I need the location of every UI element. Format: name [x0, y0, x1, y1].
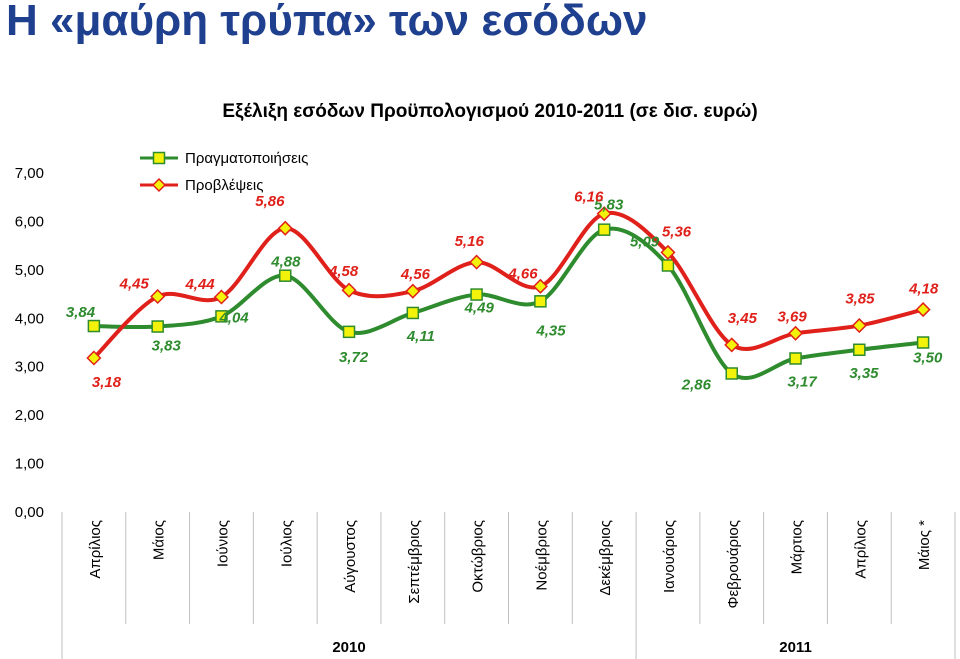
marker-square: [342, 325, 356, 339]
marker-diamond: [341, 282, 357, 298]
y-tick-label: 5,00: [15, 262, 44, 279]
marker-diamond: [851, 317, 867, 334]
data-label: 4,35: [535, 322, 566, 339]
data-label: 3,83: [152, 338, 182, 355]
x-tick-label: Σεπτέμβριος: [406, 520, 423, 604]
x-tick-label: Φεβρουάριος: [725, 520, 742, 608]
x-tick-label: Απρίλιος: [87, 520, 104, 579]
marker-square: [87, 319, 101, 333]
data-label: 4,18: [908, 281, 939, 298]
marker-square: [470, 288, 483, 301]
y-tick-label: 1,00: [15, 456, 44, 473]
x-tick-label: Ιούνιος: [214, 520, 231, 567]
marker-square: [534, 295, 547, 308]
data-label: 4,45: [119, 275, 150, 292]
legend-marker-square: [152, 151, 166, 165]
series-layer: [86, 206, 931, 381]
marker-diamond: [787, 325, 804, 341]
data-label: 3,18: [92, 374, 122, 391]
chart-title: Εξέλιξη εσόδων Προϋπολογισμού 2010-2011 …: [222, 101, 757, 122]
data-label: 5,86: [255, 193, 285, 210]
axes: 0,00 1,00 2,00 3,00 4,00 5,00 6,00 7,00 Απρίλιος…: [15, 165, 956, 659]
data-labels: 3,84 3,83 4,04 4,88 3,72 4,11 4,49 4,35 5,83 5,09…: [66, 189, 943, 394]
y-tick-label: 6,00: [15, 213, 44, 230]
marker-square: [916, 336, 930, 349]
marker-diamond: [86, 350, 102, 366]
marker-diamond: [724, 337, 740, 353]
marker-diamond: [660, 244, 676, 260]
marker-square: [151, 320, 164, 333]
marker-diamond: [532, 278, 548, 294]
marker-square: [661, 259, 675, 272]
data-label: 5,09: [630, 233, 660, 250]
data-label: 3,45: [728, 310, 758, 327]
legend-label: Πραγματοποιήσεις: [185, 150, 308, 167]
marker-square: [853, 343, 866, 357]
data-label: 5,16: [455, 233, 485, 250]
data-label: 3,84: [66, 304, 96, 321]
marker-square: [215, 310, 228, 323]
page-title: Η «μαύρη τρύπα» των εσόδων: [6, 0, 648, 45]
data-label: 6,16: [574, 189, 604, 206]
y-tick-label: 0,00: [15, 504, 44, 521]
marker-square: [406, 306, 420, 320]
data-label: 3,72: [339, 349, 369, 366]
x-tick-label: Μάιος *: [916, 520, 933, 570]
year-label: 2010: [332, 639, 365, 656]
legend: Πραγματοποιήσεις Προβλέψεις: [140, 150, 308, 194]
series-line-realizations: [93, 226, 924, 381]
x-tick-label: Νοέμβριος: [533, 520, 550, 591]
marker-diamond: [469, 254, 485, 270]
data-label: 5,36: [662, 223, 692, 240]
marker-diamond: [915, 302, 931, 318]
x-tick-label: Αύγουστος: [342, 520, 359, 593]
y-tick-label: 4,00: [15, 310, 44, 327]
x-tick-label: Μάιος: [151, 520, 168, 560]
data-label: 4,04: [218, 309, 249, 326]
data-label: 4,49: [464, 300, 495, 317]
y-tick-label: 2,00: [15, 407, 44, 424]
series-line-forecasts: [92, 210, 924, 360]
x-tick-label: Μάρτιος: [789, 520, 806, 574]
x-tick-label: Απρίλιος: [852, 520, 869, 579]
year-label: 2011: [779, 639, 812, 656]
y-tick-label: 3,00: [15, 359, 44, 376]
y-tick-label: 7,00: [15, 165, 44, 182]
data-label: 3,50: [913, 350, 943, 367]
data-label: 4,66: [507, 265, 538, 282]
marker-diamond: [405, 283, 421, 299]
x-tick-label: Ιανουάριος: [661, 520, 678, 593]
x-tick-label: Δεκέμβριος: [597, 520, 614, 596]
x-tick-label: Ιούλιος: [278, 520, 295, 567]
marker-diamond: [596, 206, 612, 222]
data-label: 2,86: [681, 376, 712, 393]
marker-square: [597, 223, 611, 236]
data-label: 3,17: [788, 373, 818, 390]
data-label: 4,44: [184, 276, 215, 293]
marker-diamond: [277, 220, 293, 236]
data-label: 3,85: [845, 291, 875, 308]
marker-diamond: [150, 288, 166, 305]
legend-marker-diamond: [151, 177, 167, 193]
legend-label: Προβλέψεις: [185, 177, 263, 194]
data-label: 4,58: [328, 263, 359, 280]
marker-square: [789, 352, 802, 365]
marker-diamond: [213, 289, 230, 305]
data-label: 4,88: [270, 254, 301, 271]
data-label: 4,56: [400, 266, 431, 283]
data-label: 4,11: [406, 328, 435, 345]
marker-square: [725, 367, 738, 380]
data-label: 3,35: [849, 365, 879, 382]
data-label: 5,83: [594, 197, 624, 214]
marker-square: [279, 269, 292, 282]
data-label: 3,69: [778, 308, 808, 325]
x-tick-label: Οκτώβριος: [470, 520, 487, 593]
